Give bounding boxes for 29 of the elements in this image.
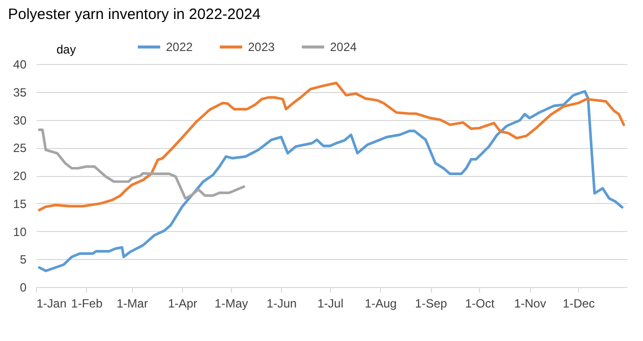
x-tick-label: 1-Jun: [266, 296, 297, 310]
x-tick-label: 1-May: [214, 296, 248, 310]
y-axis-title: day: [56, 42, 76, 56]
x-tick-label: 1-Nov: [514, 296, 546, 310]
x-tick-label: 1-Apr: [168, 296, 198, 310]
x-tick-label: 1-Mar: [116, 296, 148, 310]
y-tick-label: 40: [13, 58, 27, 72]
x-tick-label: 1-Jul: [317, 296, 344, 310]
x-tick-label: 1-Feb: [71, 296, 103, 310]
y-tick-label: 35: [13, 85, 27, 100]
y-tick-label: 20: [13, 169, 27, 183]
legend-label: 2024: [330, 40, 358, 54]
y-tick-label: 5: [20, 252, 27, 267]
chart-title: Polyester yarn inventory in 2022-2024: [8, 6, 261, 23]
x-tick-label: 1-Jan: [36, 296, 67, 310]
line-series: [38, 128, 246, 200]
y-tick-label: 0: [20, 280, 27, 294]
x-tick-label: 1-Dec: [562, 296, 595, 310]
line-series: [38, 82, 626, 212]
x-tick-label: 1-Aug: [364, 296, 397, 310]
legend-label: 2023: [248, 40, 276, 54]
line-series: [38, 90, 624, 272]
x-tick-label: 1-Oct: [465, 296, 496, 310]
y-tick-label: 25: [13, 141, 27, 156]
y-tick-label: 15: [13, 196, 27, 211]
x-tick-label: 1-Sep: [415, 296, 448, 310]
y-tick-label: 30: [13, 113, 27, 128]
legend-label: 2022: [166, 40, 194, 54]
y-tick-label: 10: [13, 224, 27, 239]
